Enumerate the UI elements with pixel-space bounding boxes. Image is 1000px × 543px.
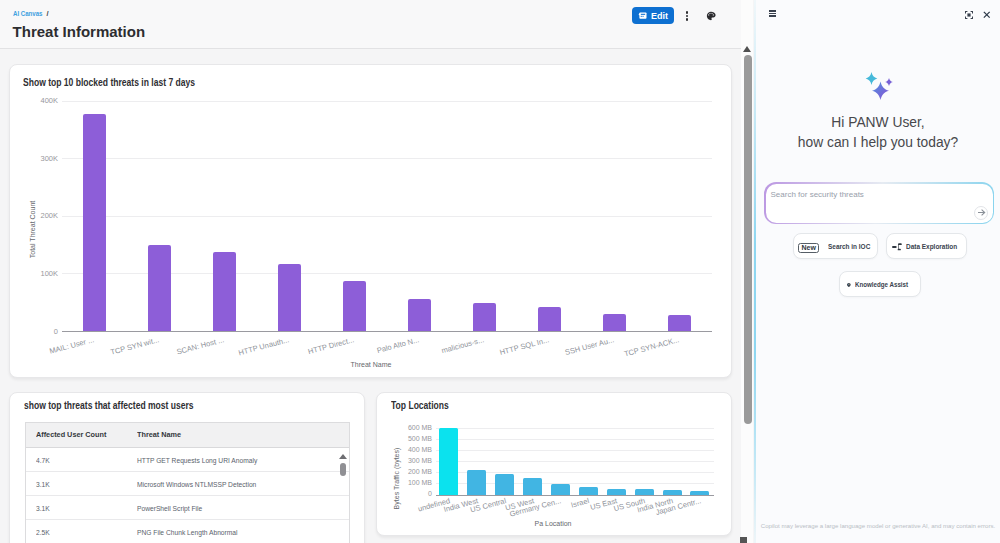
svg-text:?: ? [848, 284, 849, 285]
